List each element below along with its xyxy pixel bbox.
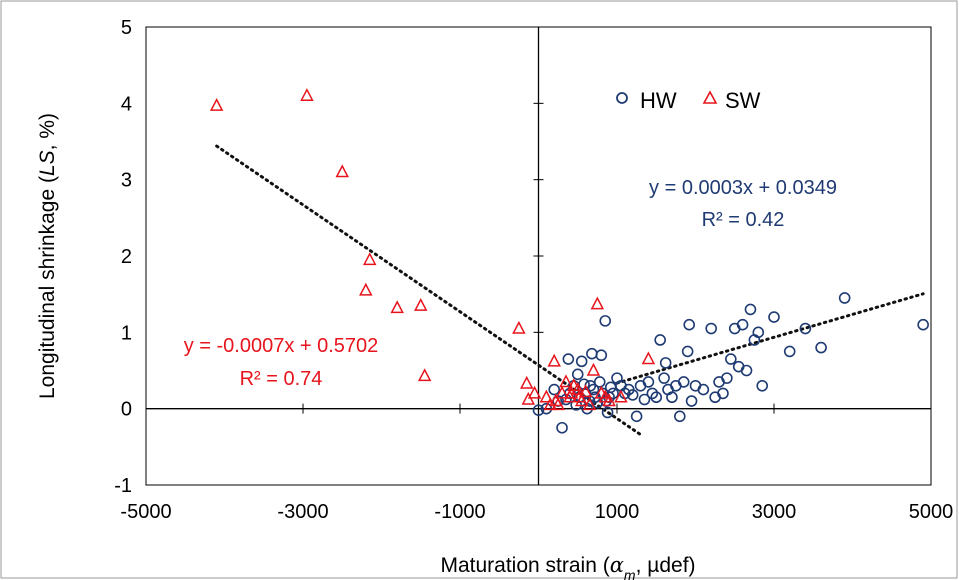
point-hw [646,387,659,400]
point-hw [654,334,666,346]
point-hw [650,391,663,404]
x-tick-label: -3000 [277,501,328,523]
legend-hw-label: HW [640,88,677,113]
sw-trend-r2: R² = 0.74 [240,368,323,390]
point-hw [677,376,690,388]
point-hw [626,389,639,401]
point-sw [602,393,616,407]
legend: HW SW [616,88,761,113]
point-hw [658,372,670,384]
point-sw [543,397,558,411]
tick-labels: -5000 -3000 -1000 1000 3000 5000 -1 0 1 2 3 4 5 [114,17,953,523]
point-hw [607,387,619,400]
y-tick-label: 5 [121,17,132,39]
point-hw [917,318,929,331]
point-hw [697,383,710,396]
y-tick-label: 1 [121,322,132,344]
data-points [209,88,929,434]
point-sw [512,320,526,334]
x-axis-label: Maturation strain (αm, µdef) [440,553,695,580]
point-hw [744,303,757,316]
point-hw [681,345,694,358]
point-sw [414,298,428,311]
point-hw [683,318,696,331]
y-tick-label: 3 [121,170,132,192]
point-sw [539,389,554,403]
point-hw [799,322,812,335]
point-sw [390,300,404,314]
point-sw [362,252,377,266]
point-sw [555,385,569,399]
point-sw [641,351,656,365]
point-hw [725,353,737,365]
point-sw [300,88,314,101]
point-hw [721,372,733,384]
point-sw [527,385,542,399]
point-hw [740,364,753,377]
point-hw [768,311,780,323]
x-tick-label: 5000 [909,501,954,523]
point-sw [209,98,224,111]
hw-trend-equation: y = 0.0003x + 0.0349 [649,177,837,199]
point-sw [547,353,561,367]
point-hw [587,383,600,396]
point-hw [685,395,698,407]
point-hw [601,406,614,419]
point-hw [717,387,729,400]
point-hw [736,318,749,331]
point-sw [359,282,373,296]
y-tick-label: -1 [114,475,132,497]
point-hw [532,404,545,416]
point-sw [614,389,628,403]
point-sw [559,374,573,388]
point-sw [578,384,593,398]
legend-sw-marker [702,90,718,104]
point-hw [575,355,588,368]
point-sw [586,362,601,376]
point-hw [630,410,643,423]
point-hw [599,315,612,327]
x-tick-label: 3000 [752,501,797,523]
point-hw [548,383,561,396]
point-sw [551,397,565,411]
y-tick-label: 4 [121,93,132,115]
hw-trend-r2: R² = 0.42 [702,209,785,231]
point-sw [574,393,589,407]
point-hw [815,341,827,354]
point-sw [335,164,349,178]
point-sw [417,368,432,382]
point-hw [838,292,851,304]
point-sw [582,397,597,411]
legend-sw-label: SW [725,88,761,113]
point-sw [519,375,534,389]
point-hw [756,379,769,392]
point-hw [562,353,575,365]
point-hw [642,376,655,388]
point-hw [593,376,606,388]
point-hw [705,322,718,335]
x-tick-label: 1000 [595,501,640,523]
point-hw [556,421,568,434]
point-hw [666,391,678,404]
y-tick-label: 0 [121,399,132,421]
point-sw [521,391,536,405]
point-hw [673,410,686,423]
point-hw [783,345,796,358]
point-hw [659,357,672,369]
trendline-hw [615,292,925,385]
point-hw [595,349,608,362]
x-tick-label: -5000 [120,501,171,523]
point-hw [638,393,651,406]
x-tick-label: -1000 [434,501,485,523]
sw-trend-equation: y = -0.0007x + 0.5702 [184,335,379,357]
point-sw [590,296,605,310]
y-axis-label: Longitudinal shrinkage (LS, %) [36,113,59,399]
point-hw [571,368,584,381]
y-tick-label: 2 [121,246,132,268]
point-hw [752,326,765,339]
point-sw [564,385,579,399]
legend-hw-marker [616,92,628,104]
